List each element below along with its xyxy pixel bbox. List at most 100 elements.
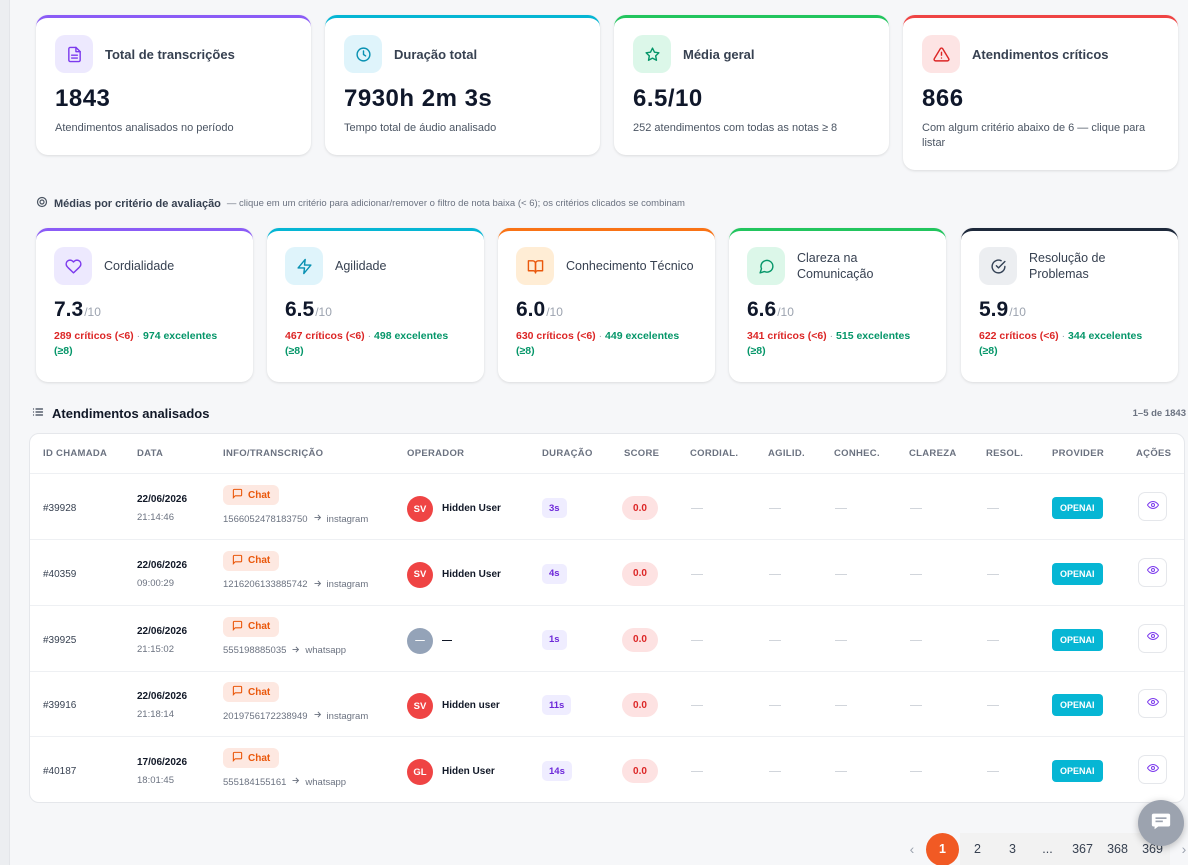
criteria-denominator: /10: [315, 305, 332, 319]
summary-value: 7930h 2m 3s: [344, 85, 493, 112]
table-section-header: Atendimentos analisados 1–5 de 1843: [32, 406, 1186, 421]
call-time: 21:18:14: [137, 709, 174, 721]
score-badge: 0.0: [622, 561, 658, 586]
criteria-card-conhecimento-tecnico[interactable]: Conhecimento Técnico 6.0/10 630 críticos…: [498, 228, 715, 382]
call-time: 21:14:46: [137, 512, 174, 523]
criteria-score-empty: [987, 639, 999, 641]
document-icon: [55, 35, 93, 73]
chat-type-chip: Chat: [223, 616, 280, 637]
duration-badge: 11s: [542, 695, 572, 716]
summary-label: Média geral: [683, 46, 755, 62]
pagination-next-button[interactable]: ›: [1181, 841, 1187, 857]
chat-type-label: Chat: [248, 555, 271, 567]
message-square-icon: [232, 488, 243, 502]
criteria-score-empty: [987, 508, 999, 509]
call-id: #40187: [43, 766, 77, 778]
arrow-right-icon: [291, 645, 300, 657]
criteria-score-empty: [769, 705, 781, 707]
call-date: 22/06/2026: [137, 494, 188, 505]
criteria-card-agilidade[interactable]: Agilidade 6.5/10 467 críticos (<6) · 498…: [267, 228, 484, 382]
summary-card-atendimentos-criticos[interactable]: Atendimentos críticos 866 Com algum crit…: [903, 15, 1178, 170]
criteria-value: 6.0: [516, 298, 546, 321]
table-row[interactable]: #40187 17/06/2026 18:01:45 Chat 55518415…: [30, 737, 1184, 802]
criteria-value: 7.3: [54, 298, 84, 321]
contact-id: 1566052478183750: [223, 513, 308, 525]
criteria-score-empty: [910, 573, 922, 575]
view-details-button[interactable]: [1138, 755, 1167, 785]
message-square-icon: [232, 620, 243, 634]
provider-badge: OPENAI: [1052, 760, 1103, 783]
criteria-critical-count: 467 críticos (<6): [285, 330, 365, 342]
summary-card-total-transcricoes: Total de transcrições 1843 Atendimentos …: [36, 15, 311, 155]
pagination-page-367[interactable]: 367: [1065, 833, 1100, 865]
pagination-ellipsis: ...: [1030, 833, 1065, 865]
criteria-denominator: /10: [84, 305, 101, 319]
criteria-card-clareza-comunicacao[interactable]: Clareza na Comunicação 6.6/10 341 crític…: [729, 228, 946, 382]
criteria-score-empty: [691, 705, 703, 707]
table-row[interactable]: #40359 22/06/2026 09:00:29 Chat 12162061…: [30, 540, 1184, 606]
criteria-score-empty: [987, 573, 999, 575]
pagination-page-2[interactable]: 2: [960, 833, 995, 865]
pagination-page-1[interactable]: 1: [926, 832, 959, 865]
left-sidebar-strip: [0, 0, 10, 865]
eye-icon: [1146, 761, 1159, 779]
summary-card-media-geral: Média geral 6.5/10 252 atendimentos com …: [614, 15, 889, 155]
message-square-icon: [232, 751, 243, 765]
criteria-critical-count: 341 críticos (<6): [747, 330, 827, 342]
criteria-score-empty: [835, 705, 847, 707]
view-details-button[interactable]: [1138, 689, 1167, 719]
summary-label: Total de transcrições: [105, 46, 235, 62]
summary-sub: Com algum critério abaixo de 6 — clique …: [922, 122, 1146, 149]
summary-sub: 252 atendimentos com todas as notas ≥ 8: [633, 122, 838, 134]
arrow-right-icon: [313, 710, 322, 722]
criteria-score-empty: [835, 639, 847, 641]
pagination-page-3[interactable]: 3: [995, 833, 1030, 865]
table-row[interactable]: #39925 22/06/2026 21:15:02 Chat 55519888…: [30, 606, 1184, 672]
view-details-button[interactable]: [1138, 557, 1167, 587]
lightning-icon: [285, 247, 323, 285]
score-badge: 0.0: [622, 496, 658, 520]
criteria-score-empty: [987, 705, 999, 707]
table-row[interactable]: #39916 22/06/2026 21:18:14 Chat 20197561…: [30, 671, 1184, 738]
call-date: 22/06/2026: [137, 559, 188, 571]
pagination-prev-button[interactable]: ‹: [909, 841, 915, 857]
chat-type-chip: Chat: [223, 748, 280, 769]
clock-icon: [344, 35, 382, 73]
summary-sub: Tempo total de áudio analisado: [344, 122, 497, 134]
criteria-card-cordialidade[interactable]: Cordialidade 7.3/10 289 críticos (<6) · …: [36, 228, 253, 382]
criteria-value: 6.6: [747, 298, 777, 321]
call-date: 17/06/2026: [137, 757, 188, 769]
criteria-label: Agilidade: [335, 259, 387, 273]
summary-value: 1843: [55, 85, 111, 112]
chat-type-label: Chat: [248, 752, 271, 764]
criteria-card-resolucao-problemas[interactable]: Resolução de Problemas 5.9/10 622 crític…: [961, 228, 1178, 382]
column-header: CONHEC.: [834, 448, 880, 459]
criteria-score-empty: [691, 508, 703, 509]
contact-id: 2019756172238949: [223, 710, 308, 722]
criteria-excellent-count: 449 excelentes (≥8): [516, 330, 680, 357]
chat-fab-button[interactable]: [1138, 800, 1184, 846]
summary-label: Duração total: [394, 46, 478, 62]
view-details-button[interactable]: [1138, 492, 1167, 521]
view-details-button[interactable]: [1138, 623, 1167, 653]
criteria-score-empty: [769, 508, 781, 509]
column-header: ID CHAMADA: [43, 448, 108, 459]
target-icon: [36, 196, 48, 211]
channel-name: instagram: [326, 513, 369, 525]
table-row[interactable]: #39928 22/06/2026 21:14:46 Chat 15660524…: [30, 474, 1184, 540]
operator-avatar: SV: [407, 693, 433, 720]
table-header-row: ID CHAMADA DATA INFO/TRANSCRIÇÃO OPERADOR DU…: [30, 434, 1184, 474]
message-square-icon: [232, 554, 243, 568]
criteria-score-empty: [910, 639, 922, 641]
pagination-page-368[interactable]: 368: [1100, 833, 1135, 865]
criteria-label: Cordialidade: [104, 259, 175, 273]
provider-badge: OPENAI: [1052, 497, 1103, 519]
criteria-denominator: /10: [1009, 305, 1026, 319]
duration-badge: 14s: [542, 761, 572, 782]
contact-id: 1216206133885742: [223, 579, 308, 591]
criteria-label: Resolução de Problemas: [1029, 251, 1106, 281]
criteria-section-hint: — clique em um critério para adicionar/r…: [226, 198, 685, 209]
column-header: AÇÕES: [1136, 448, 1172, 459]
criteria-score-empty: [769, 771, 781, 773]
operator-avatar: SV: [407, 561, 433, 588]
